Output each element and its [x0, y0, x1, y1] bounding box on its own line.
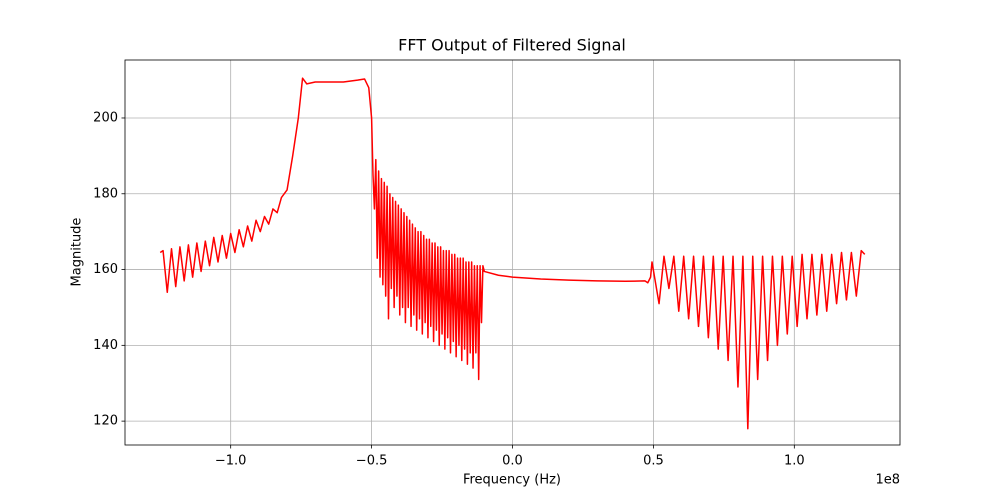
y-tick-label: 200	[93, 110, 118, 125]
y-tick-label: 180	[93, 186, 118, 201]
y-tick-label: 160	[93, 262, 118, 277]
x-tick-label: 1.0	[784, 454, 805, 469]
data-line	[159, 77, 866, 430]
y-tick-label: 140	[93, 338, 118, 353]
x-tick-label: 0.5	[643, 454, 664, 469]
axes-frame	[124, 59, 901, 446]
x-tick-label: 0.0	[502, 454, 523, 469]
chart-title: FFT Output of Filtered Signal	[398, 36, 626, 55]
x-offset-label: 1e8	[875, 473, 900, 488]
y-axis-label: Magnitude	[70, 218, 85, 287]
x-axis-label: Frequency (Hz)	[463, 473, 561, 488]
x-tick-label: −1.0	[215, 454, 247, 469]
x-tick-label: −0.5	[356, 454, 388, 469]
y-tick-label: 120	[93, 414, 118, 429]
